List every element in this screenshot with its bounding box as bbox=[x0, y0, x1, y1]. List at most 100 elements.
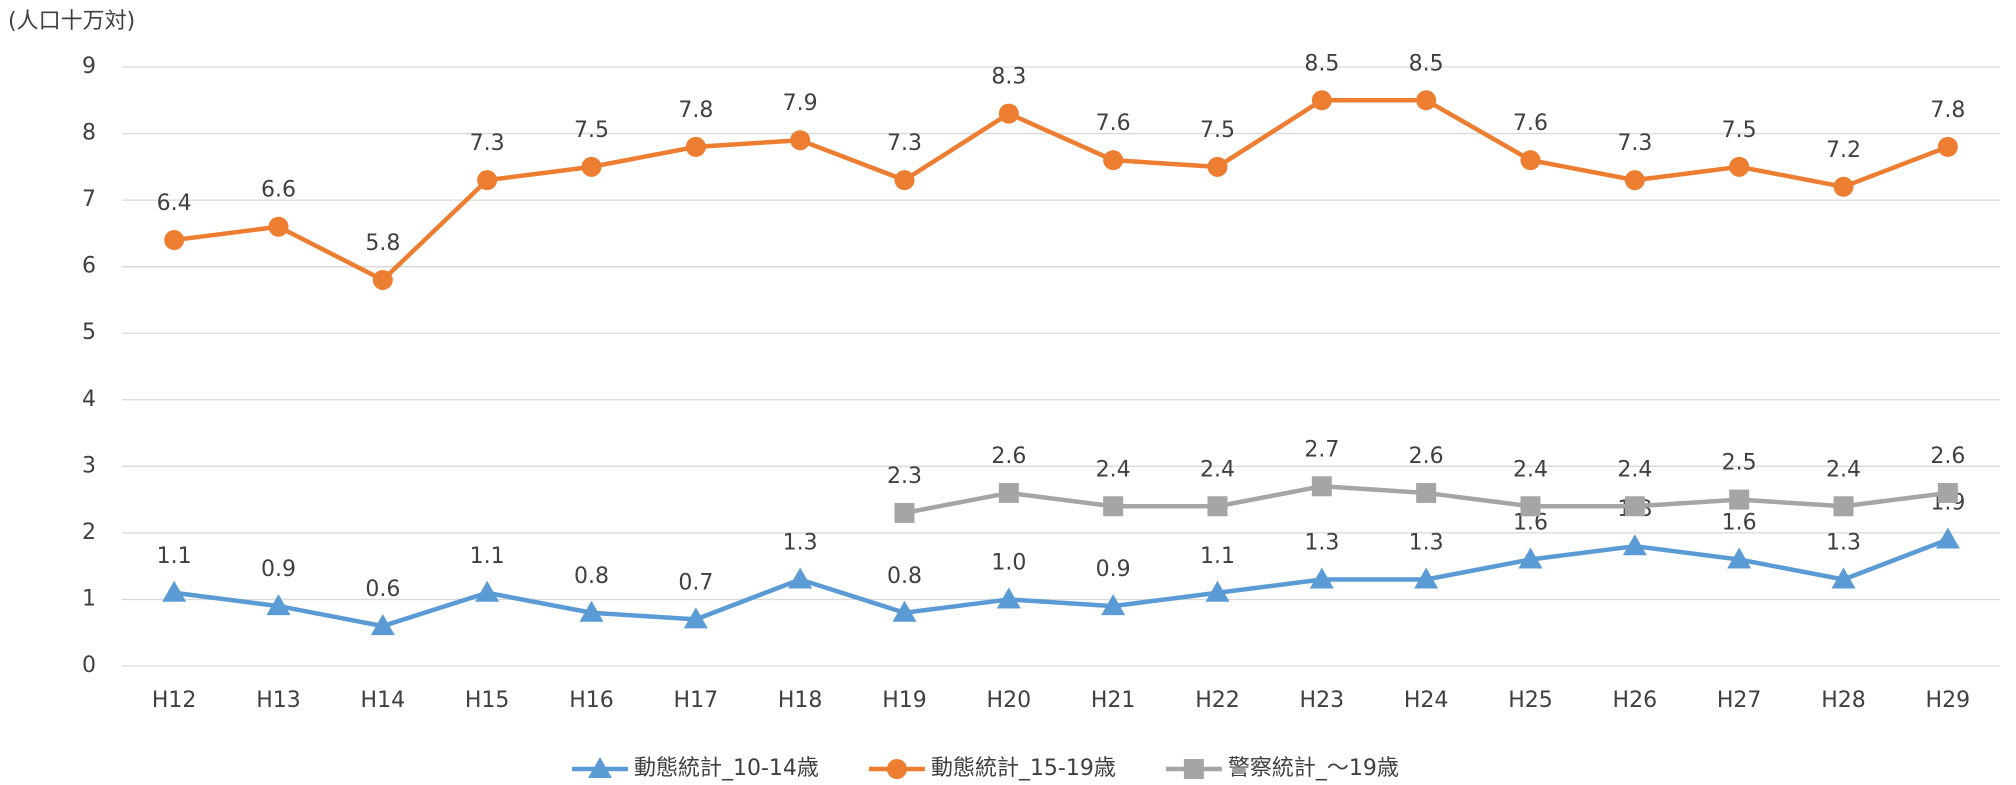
x-tick-label: H20 bbox=[987, 688, 1032, 713]
x-tick-label: H24 bbox=[1404, 688, 1449, 713]
data-point bbox=[477, 170, 498, 191]
data-point bbox=[1207, 496, 1228, 517]
data-point bbox=[1205, 580, 1230, 602]
data-label: 2.4 bbox=[1513, 457, 1548, 482]
data-label: 2.7 bbox=[1304, 437, 1339, 462]
data-point bbox=[581, 156, 602, 177]
data-label: 7.3 bbox=[887, 131, 922, 156]
data-label: 2.4 bbox=[1617, 457, 1652, 482]
y-tick-label: 2 bbox=[82, 520, 96, 545]
data-point bbox=[266, 594, 291, 616]
data-label: 6.4 bbox=[157, 191, 192, 216]
x-tick-label: H12 bbox=[152, 688, 197, 713]
data-point bbox=[372, 269, 393, 290]
data-label: 2.3 bbox=[887, 464, 922, 489]
data-point bbox=[1935, 527, 1960, 549]
data-point bbox=[1103, 496, 1124, 517]
x-tick-label: H15 bbox=[465, 688, 510, 713]
data-label: 8.5 bbox=[1304, 51, 1339, 76]
data-point bbox=[894, 170, 915, 191]
x-tick-label: H18 bbox=[778, 688, 823, 713]
x-tick-label: H17 bbox=[674, 688, 719, 713]
data-point bbox=[1416, 482, 1437, 503]
data-label: 7.5 bbox=[574, 118, 609, 143]
data-point bbox=[1937, 136, 1958, 157]
data-point bbox=[998, 482, 1019, 503]
data-point bbox=[1624, 496, 1645, 517]
data-label: 0.9 bbox=[261, 557, 296, 582]
data-label: 7.8 bbox=[678, 98, 713, 123]
data-label: 7.5 bbox=[1200, 118, 1235, 143]
data-label: 0.6 bbox=[365, 577, 400, 602]
x-tick-label: H26 bbox=[1613, 688, 1658, 713]
data-point bbox=[1937, 482, 1958, 503]
data-point bbox=[1103, 150, 1124, 171]
x-tick-label: H29 bbox=[1926, 688, 1971, 713]
data-label: 1.0 bbox=[991, 550, 1026, 575]
data-label: 7.3 bbox=[1617, 131, 1652, 156]
data-label: 2.4 bbox=[1096, 457, 1131, 482]
data-label: 1.3 bbox=[1409, 530, 1444, 555]
data-label: 1.1 bbox=[157, 544, 192, 569]
data-point bbox=[1311, 476, 1332, 497]
data-point bbox=[683, 607, 708, 629]
data-point bbox=[1833, 496, 1854, 517]
data-point bbox=[1311, 90, 1332, 111]
data-point bbox=[475, 580, 500, 602]
data-label: 7.6 bbox=[1096, 111, 1131, 136]
data-label: 1.1 bbox=[1200, 544, 1235, 569]
data-label: 0.9 bbox=[1096, 557, 1131, 582]
y-tick-label: 4 bbox=[82, 387, 96, 412]
data-label: 1.3 bbox=[1826, 530, 1861, 555]
y-tick-label: 1 bbox=[82, 586, 96, 611]
data-label: 7.3 bbox=[470, 131, 505, 156]
legend-swatch-marker bbox=[1183, 759, 1204, 779]
data-label: 1.1 bbox=[470, 544, 505, 569]
data-label: 7.8 bbox=[1930, 98, 1965, 123]
data-label: 5.8 bbox=[365, 231, 400, 256]
data-label: 8.3 bbox=[991, 65, 1026, 90]
data-point bbox=[1833, 176, 1854, 197]
data-point bbox=[1727, 547, 1752, 569]
data-label: 1.3 bbox=[1304, 530, 1339, 555]
x-tick-label: H27 bbox=[1717, 688, 1762, 713]
data-point bbox=[1831, 567, 1856, 589]
data-label: 2.6 bbox=[1930, 444, 1965, 469]
data-label: 7.2 bbox=[1826, 138, 1861, 163]
legend-label: 警察統計_～19歳 bbox=[1228, 756, 1399, 781]
data-label: 0.8 bbox=[887, 564, 922, 589]
x-tick-label: H21 bbox=[1091, 688, 1136, 713]
legend-label: 動態統計_15-19歳 bbox=[931, 756, 1116, 781]
data-label: 0.7 bbox=[678, 570, 713, 595]
data-point bbox=[788, 567, 813, 589]
x-tick-label: H22 bbox=[1195, 688, 1240, 713]
y-tick-label: 0 bbox=[82, 653, 96, 678]
x-tick-label: H23 bbox=[1300, 688, 1345, 713]
data-point bbox=[894, 502, 915, 523]
data-point bbox=[370, 614, 395, 636]
y-tick-label: 9 bbox=[82, 54, 96, 79]
data-point bbox=[790, 130, 811, 151]
data-point bbox=[579, 600, 604, 622]
data-label: 2.6 bbox=[991, 444, 1026, 469]
data-point bbox=[1207, 156, 1228, 177]
data-label: 2.4 bbox=[1826, 457, 1861, 482]
data-point bbox=[1416, 90, 1437, 111]
data-point bbox=[1520, 496, 1541, 517]
data-point bbox=[1101, 594, 1126, 616]
data-label: 2.4 bbox=[1200, 457, 1235, 482]
data-point bbox=[1729, 156, 1750, 177]
legend-swatch-marker bbox=[886, 759, 907, 779]
data-point bbox=[164, 230, 185, 251]
legend-label: 動態統計_10-14歳 bbox=[634, 756, 819, 781]
data-point bbox=[1309, 567, 1334, 589]
y-axis-label: (人口十万対) bbox=[8, 9, 135, 34]
data-label: 7.6 bbox=[1513, 111, 1548, 136]
data-point bbox=[998, 103, 1019, 124]
data-label: 7.5 bbox=[1722, 118, 1757, 143]
y-tick-label: 6 bbox=[82, 254, 96, 279]
data-point bbox=[1520, 150, 1541, 171]
data-point bbox=[1624, 170, 1645, 191]
